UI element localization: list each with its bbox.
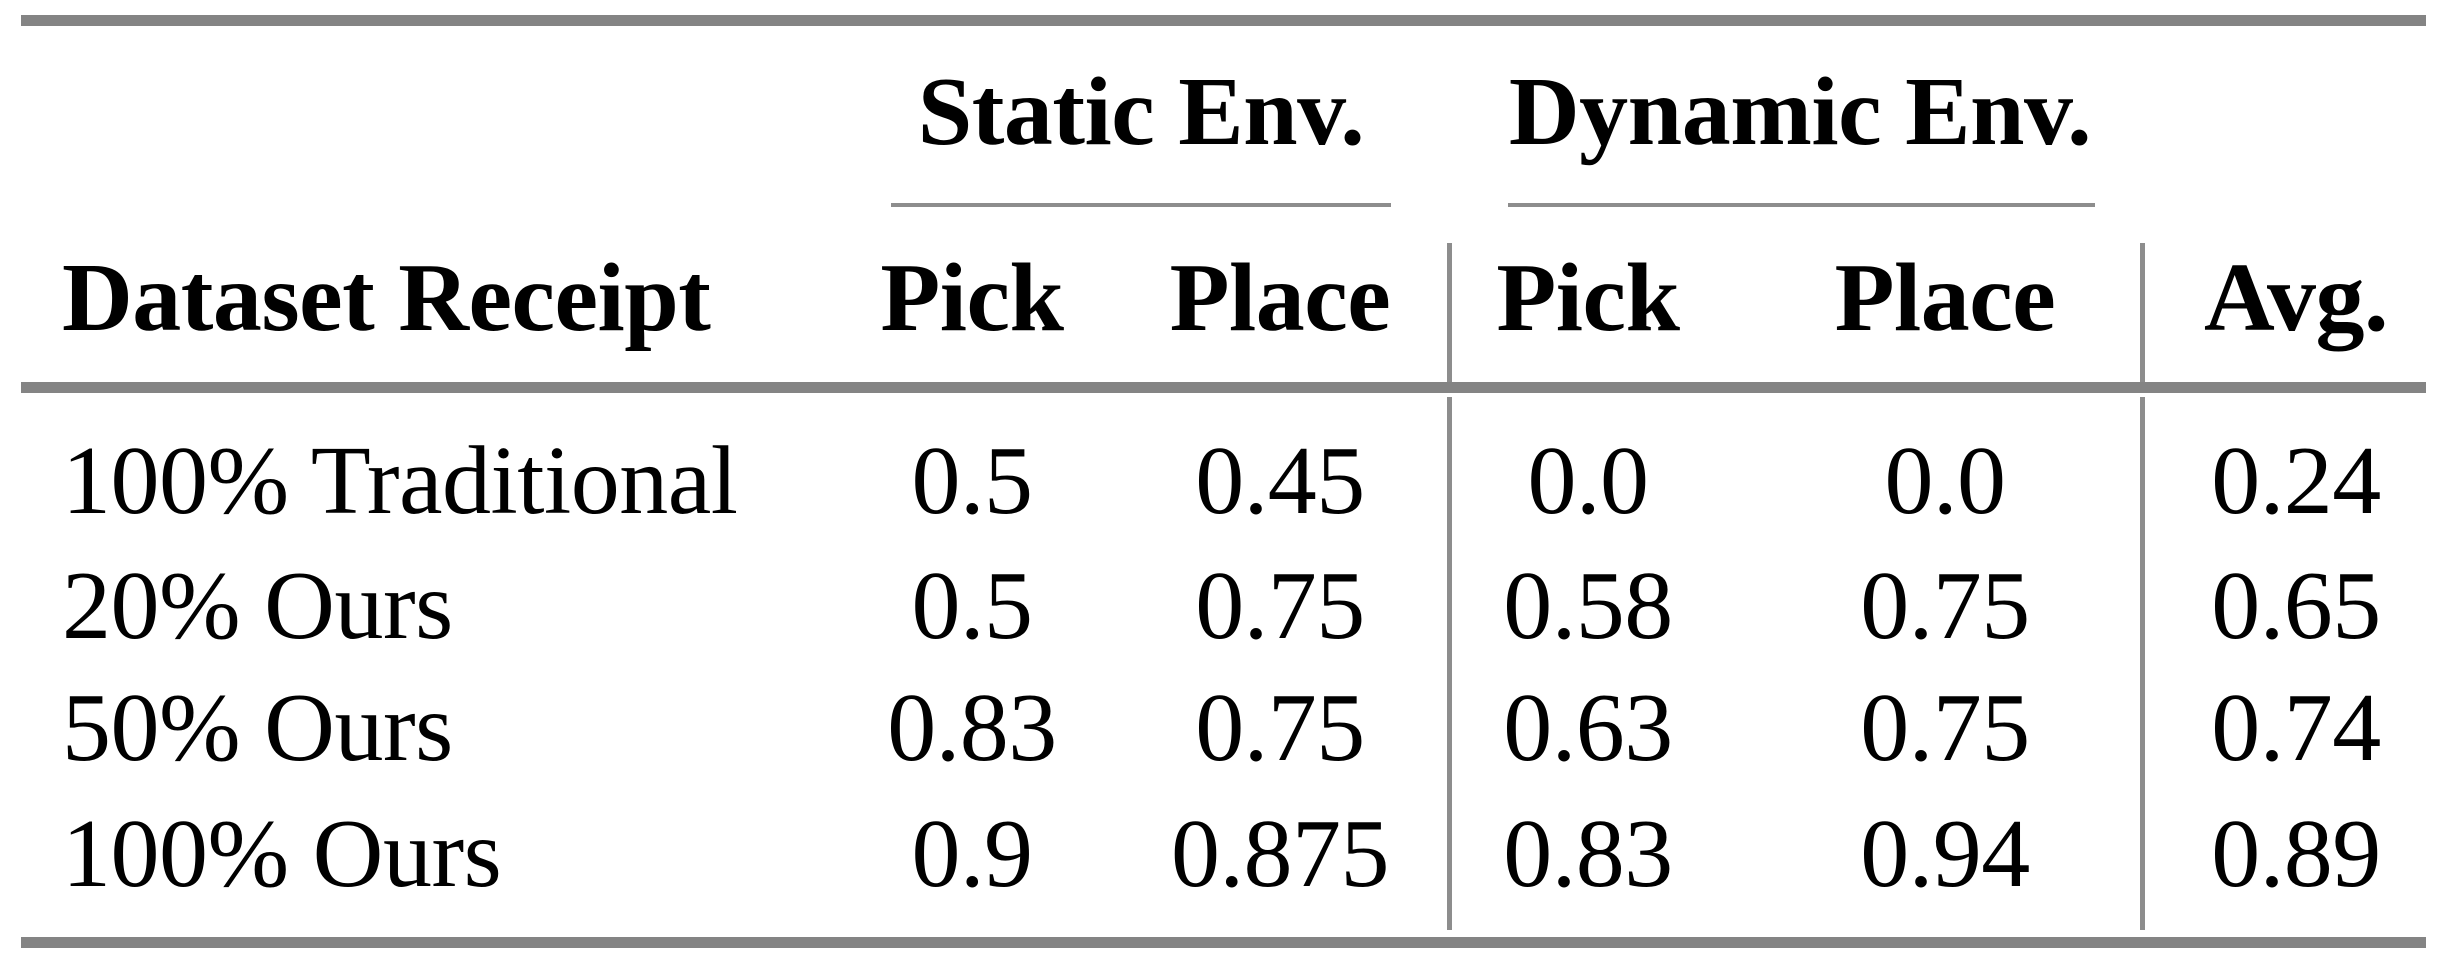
column-group-static-env: Static Env. [917,58,1365,166]
cell-value: 0.75 [1860,674,2030,782]
cell-value: 0.65 [2211,552,2381,660]
cell-value: 0.74 [2211,674,2381,782]
static-env-underline [891,203,1391,207]
cell-value: 0.0 [1884,427,2006,535]
cell-value: 0.58 [1503,552,1673,660]
column-header-dynamic-place: Place [1834,244,2056,352]
table-rule-bottom [21,937,2426,948]
row-label: 100% Ours [62,800,502,908]
column-header-static-place: Place [1169,244,1391,352]
cell-value: 0.75 [1195,552,1365,660]
vertical-separator-dynamic-avg-body [2140,397,2145,930]
cell-value: 0.75 [1860,552,2030,660]
column-header-static-pick: Pick [880,244,1064,352]
cell-value: 0.94 [1860,800,2030,908]
cell-value: 0.83 [1503,800,1673,908]
row-label: 100% Traditional [62,427,738,535]
cell-value: 0.63 [1503,674,1673,782]
cell-value: 0.5 [911,427,1033,535]
vertical-separator-static-dynamic-body [1447,397,1452,930]
cell-value: 0.89 [2211,800,2381,908]
column-group-dynamic-env: Dynamic Env. [1508,58,2092,166]
cell-value: 0.9 [911,800,1033,908]
column-header-dataset-receipt: Dataset Receipt [62,244,711,352]
row-label: 20% Ours [62,552,453,660]
cell-value: 0.75 [1195,674,1365,782]
table-rule-top [21,15,2426,26]
vertical-separator-dynamic-avg-header [2140,243,2145,382]
cell-value: 0.0 [1527,427,1649,535]
vertical-separator-static-dynamic-header [1447,243,1452,382]
cell-value: 0.5 [911,552,1033,660]
column-header-avg: Avg. [2203,244,2389,352]
cell-value: 0.875 [1170,800,1390,908]
column-header-dynamic-pick: Pick [1496,244,1680,352]
cell-value: 0.45 [1195,427,1365,535]
cell-value: 0.24 [2211,427,2381,535]
dynamic-env-underline [1508,203,2095,207]
table-rule-header [21,382,2426,393]
cell-value: 0.83 [887,674,1057,782]
row-label: 50% Ours [62,674,453,782]
